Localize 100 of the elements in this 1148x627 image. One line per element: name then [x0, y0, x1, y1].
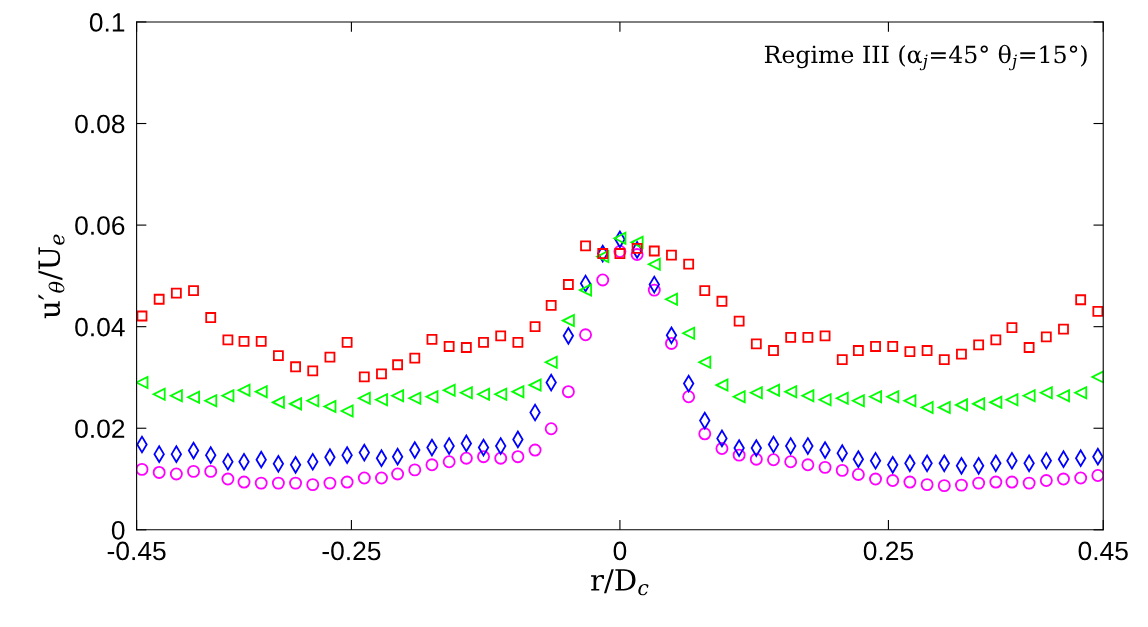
point: [749, 452, 763, 466]
point: [442, 455, 456, 469]
point: [716, 295, 728, 307]
point: [340, 475, 354, 489]
point: [937, 400, 951, 414]
point: [920, 478, 934, 492]
point: [698, 355, 712, 369]
point: [237, 475, 251, 489]
point: [528, 443, 542, 457]
point: [425, 390, 439, 404]
point: [597, 248, 609, 259]
x-tick-label: 0.25: [863, 541, 913, 561]
point: [153, 293, 165, 305]
point: [819, 330, 831, 342]
point: [852, 345, 864, 356]
point: [511, 450, 525, 464]
point: [903, 475, 917, 489]
point: [698, 427, 712, 441]
point: [1023, 342, 1035, 353]
point: [290, 361, 301, 373]
point: [973, 339, 985, 351]
point: [1022, 476, 1036, 490]
point: [375, 449, 388, 467]
point: [749, 386, 763, 400]
point: [477, 387, 490, 401]
point: [596, 273, 610, 287]
point: [631, 243, 643, 254]
point: [870, 341, 881, 352]
point: [136, 376, 149, 389]
point: [561, 385, 575, 399]
point: [222, 334, 234, 346]
point: [512, 336, 524, 348]
point: [801, 458, 815, 472]
point: [152, 465, 166, 479]
point: [254, 385, 268, 399]
point: [1039, 386, 1053, 400]
point: [204, 464, 218, 478]
point: [1039, 474, 1053, 488]
point: [1057, 450, 1070, 468]
point: [544, 355, 558, 369]
point: [254, 476, 268, 490]
point: [972, 476, 986, 490]
point: [425, 458, 439, 472]
point: [272, 350, 284, 362]
point: [341, 336, 353, 348]
point: [767, 383, 780, 397]
point: [682, 326, 696, 340]
point: [289, 397, 303, 411]
point: [715, 442, 729, 456]
point: [1091, 469, 1104, 482]
point: [768, 345, 779, 356]
point: [904, 346, 916, 357]
point: [188, 285, 199, 297]
point: [1005, 475, 1019, 489]
point: [665, 336, 678, 350]
point: [886, 474, 900, 488]
point: [289, 456, 302, 474]
point: [494, 451, 508, 465]
point: [836, 354, 848, 366]
point: [545, 299, 557, 311]
point: [732, 448, 746, 462]
point: [324, 351, 336, 363]
point: [835, 463, 849, 477]
point: [271, 476, 285, 490]
point: [851, 467, 865, 481]
point: [1092, 306, 1104, 317]
point: [391, 467, 405, 481]
point: [682, 390, 696, 404]
point: [561, 314, 575, 328]
point: [375, 393, 388, 407]
point: [357, 471, 371, 485]
point: [358, 371, 370, 383]
y-tick-label: 0.04: [75, 317, 125, 337]
point: [306, 478, 320, 492]
point: [666, 249, 677, 261]
point: [544, 422, 558, 436]
point: [409, 352, 421, 364]
point: [323, 476, 337, 490]
y-tick-label: 0.1: [89, 13, 125, 32]
point: [869, 472, 882, 486]
point: [1006, 322, 1018, 334]
point: [887, 341, 899, 352]
point: [392, 359, 404, 371]
point: [818, 393, 832, 407]
y-axis-title: u′$_{θ}$/U$_{e}$: [38, 234, 65, 319]
point: [1057, 389, 1070, 403]
x-tick-label: 0.45: [1078, 541, 1128, 561]
point: [529, 321, 541, 333]
point: [802, 331, 814, 343]
point: [579, 283, 593, 297]
point: [562, 279, 574, 290]
point: [136, 310, 148, 322]
point: [170, 287, 182, 299]
point: [715, 378, 729, 392]
point: [152, 387, 166, 401]
point: [442, 383, 456, 397]
point: [785, 331, 797, 343]
point: [238, 335, 250, 347]
point: [989, 475, 1003, 489]
annotation: Regime III (α$_{j}$=45° θ$_{j}$=15°): [764, 44, 1087, 71]
